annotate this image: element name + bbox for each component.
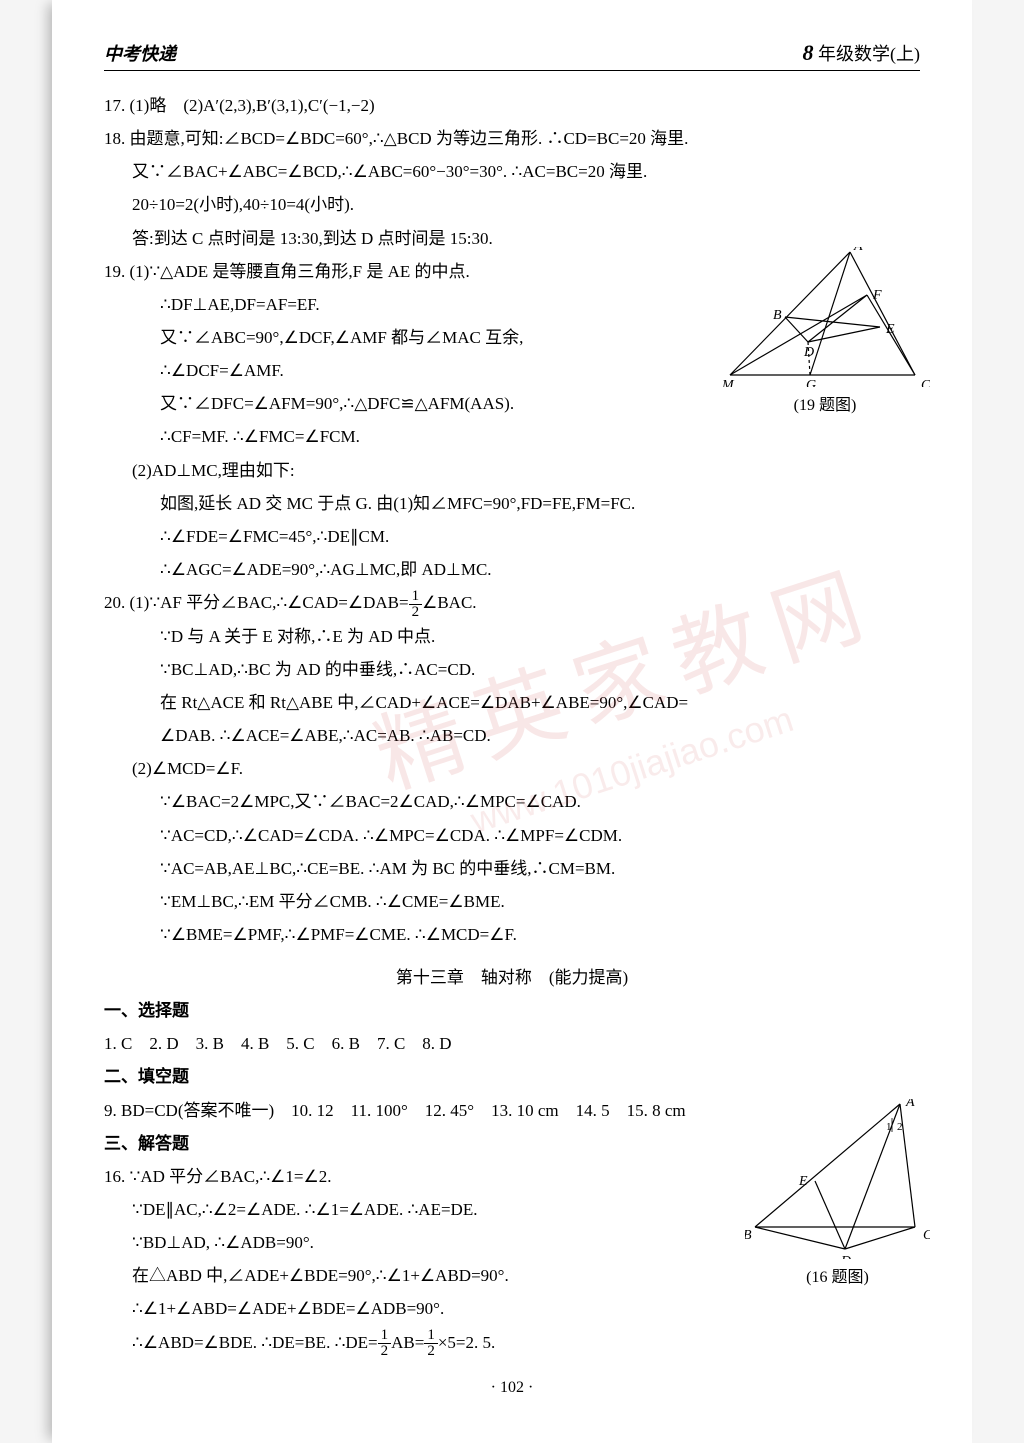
svg-text:C: C <box>923 1228 930 1243</box>
sec1-answers: 1. C 2. D 3. B 4. B 5. C 6. B 7. C 8. D <box>104 1027 920 1060</box>
svg-text:A: A <box>905 1099 915 1110</box>
line-18c: 20÷10=2(小时),40÷10=4(小时). <box>104 188 920 221</box>
svg-text:E: E <box>885 322 895 337</box>
svg-text:1: 1 <box>886 1121 892 1133</box>
header-right-text: 年级数学(上) <box>814 44 921 64</box>
section-title: 第十三章 轴对称 (能力提高) <box>104 963 920 988</box>
svg-text:B: B <box>745 1228 752 1243</box>
figure-16: A E B D C 12 (16 题图) <box>745 1099 930 1287</box>
figure-16-svg: A E B D C 12 <box>745 1099 930 1259</box>
svg-text:A: A <box>853 247 863 254</box>
svg-text:M: M <box>721 378 735 387</box>
svg-text:B: B <box>773 308 782 323</box>
line-18a: 18. 由题意,可知:∠BCD=∠BDC=60°,∴△BCD 为等边三角形. ∴… <box>104 122 920 155</box>
svg-text:G: G <box>806 378 816 387</box>
line-20h: ∵AC=CD,∴∠CAD=∠CDA. ∴∠MPC=∠CDA. ∴∠MPF=∠CD… <box>104 819 920 852</box>
sec2-heading: 二、填空题 <box>104 1060 920 1093</box>
svg-text:D: D <box>840 1254 851 1259</box>
svg-text:E: E <box>798 1174 808 1189</box>
line-20f: (2)∠MCD=∠F. <box>104 752 920 785</box>
page: 中考快递 8 年级数学(上) 精英家教网 www.1010jiajiao.com… <box>52 0 972 1443</box>
line-16f: ∴∠ABD=∠BDE. ∴DE=BE. ∴DE=12AB=12×5=2. 5. <box>104 1326 920 1360</box>
line-19j: ∴∠AGC=∠ADE=90°,∴AG⊥MC,即 AD⊥MC. <box>104 553 920 586</box>
line-20b: ∵D 与 A 关于 E 对称,∴E 为 AD 中点. <box>104 620 920 653</box>
line-20e: ∠DAB. ∴∠ACE=∠ABE,∴AC=AB. ∴AB=CD. <box>104 719 920 752</box>
line-20k: ∵∠BME=∠PMF,∴∠PMF=∠CME. ∴∠MCD=∠F. <box>104 918 920 951</box>
line-19i: ∴∠FDE=∠FMC=45°,∴DE∥CM. <box>104 520 920 553</box>
figure-19: A F E B D M G C (19 题图) <box>720 247 930 415</box>
svg-text:D: D <box>803 345 814 360</box>
line-19f: ∴CF=MF. ∴∠FMC=∠FCM. <box>104 420 920 453</box>
line-20d: 在 Rt△ACE 和 Rt△ABE 中,∠CAD+∠ACE=∠DAB+∠ABE=… <box>104 686 920 719</box>
line-19g: (2)AD⊥MC,理由如下: <box>104 454 920 487</box>
fraction-half-2: 12 <box>378 1328 392 1359</box>
header-left: 中考快递 <box>104 40 176 66</box>
line-16f-mid: AB= <box>391 1333 424 1352</box>
svg-text:2: 2 <box>897 1121 903 1133</box>
line-16e: ∴∠1+∠ABD=∠ADE+∠BDE=∠ADB=90°. <box>104 1292 920 1325</box>
fraction-half-3: 12 <box>424 1328 438 1359</box>
line-20c: ∵BC⊥AD,∴BC 为 AD 的中垂线,∴AC=CD. <box>104 653 920 686</box>
line-20i: ∵AC=AB,AE⊥BC,∴CE=BE. ∴AM 为 BC 的中垂线,∴CM=B… <box>104 852 920 885</box>
header-right: 8 年级数学(上) <box>803 40 921 66</box>
line-20a-pre: 20. (1)∵AF 平分∠BAC,∴∠CAD=∠DAB= <box>104 593 409 612</box>
fraction-half-1: 12 <box>409 589 423 620</box>
line-18b: 又∵∠BAC+∠ABC=∠BCD,∴∠ABC=60°−30°=30°. ∴AC=… <box>104 155 920 188</box>
grade-number: 8 <box>803 40 814 65</box>
figure-19-label: (19 题图) <box>720 391 930 415</box>
content: 精英家教网 www.1010jiajiao.com 17. (1)略 (2)A′… <box>104 89 920 1397</box>
page-number: · 102 · <box>104 1379 920 1397</box>
figure-16-label: (16 题图) <box>745 1263 930 1287</box>
svg-text:F: F <box>872 288 882 303</box>
line-20a-post: ∠BAC. <box>422 593 476 612</box>
page-header: 中考快递 8 年级数学(上) <box>104 40 920 71</box>
line-20g: ∵∠BAC=2∠MPC,又∵∠BAC=2∠CAD,∴∠MPC=∠CAD. <box>104 785 920 818</box>
line-20j: ∵EM⊥BC,∴EM 平分∠CMB. ∴∠CME=∠BME. <box>104 885 920 918</box>
line-16f-pre: ∴∠ABD=∠BDE. ∴DE=BE. ∴DE= <box>132 1333 378 1352</box>
sec1-heading: 一、选择题 <box>104 994 920 1027</box>
line-19h: 如图,延长 AD 交 MC 于点 G. 由(1)知∠MFC=90°,FD=FE,… <box>104 487 920 520</box>
line-16f-post: ×5=2. 5. <box>438 1333 495 1352</box>
line-20a: 20. (1)∵AF 平分∠BAC,∴∠CAD=∠DAB=12∠BAC. <box>104 586 920 620</box>
svg-text:C: C <box>921 378 930 387</box>
line-17: 17. (1)略 (2)A′(2,3),B′(3,1),C′(−1,−2) <box>104 89 920 122</box>
figure-19-svg: A F E B D M G C <box>720 247 930 387</box>
